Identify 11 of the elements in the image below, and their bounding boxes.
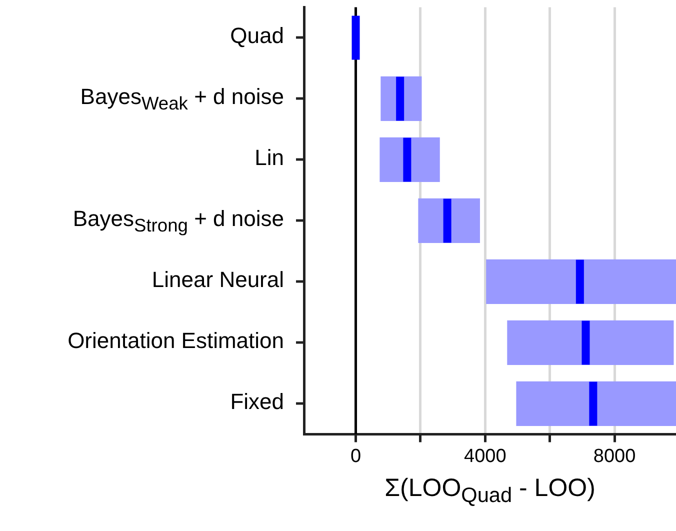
y-tick-label: Orientation Estimation bbox=[68, 326, 284, 355]
y-tick-label: Lin bbox=[254, 144, 284, 172]
x-tick-label: 0 bbox=[350, 446, 362, 467]
y-tick-label: Linear Neural bbox=[152, 266, 284, 294]
y-tick-label: Quad bbox=[230, 22, 284, 50]
y-tick-label: Bayes$_{Strong}$ + d noise bbox=[72, 204, 284, 238]
x-axis-title: Σ(LOO$_{Quad}$ - LOO) bbox=[384, 474, 596, 508]
y-tick-label: Fixed bbox=[230, 388, 284, 416]
x-tick-label: 4000 bbox=[464, 446, 506, 467]
x-tick-label: 8000 bbox=[593, 446, 636, 467]
y-tick-label: Bayes$_{Weak}$ + d noise bbox=[80, 82, 284, 116]
